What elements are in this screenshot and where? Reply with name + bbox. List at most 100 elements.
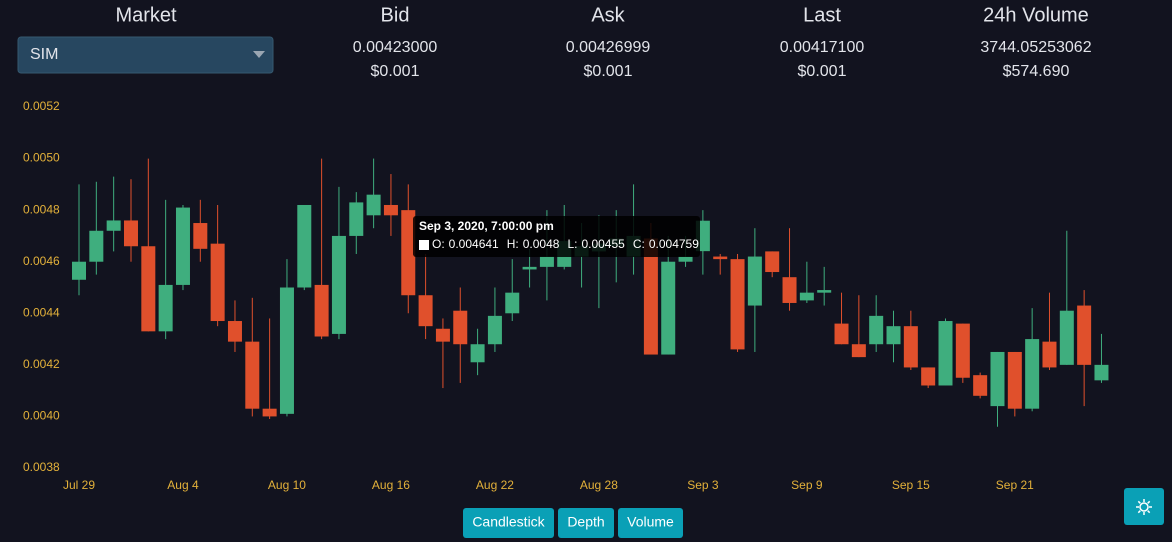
y-tick-label: 0.0044 xyxy=(23,305,60,319)
candle-body xyxy=(713,256,728,260)
candle-body xyxy=(453,310,468,345)
column-price: 0.00417100 xyxy=(780,39,865,56)
column-usd: $0.001 xyxy=(798,63,847,80)
candle-body xyxy=(106,220,121,231)
candle-body xyxy=(990,351,1005,407)
button-box[interactable] xyxy=(618,508,683,538)
candle-body xyxy=(678,256,693,262)
x-tick-label: Aug 10 xyxy=(268,478,306,492)
candle-body xyxy=(782,277,797,303)
x-tick-label: Aug 4 xyxy=(167,478,199,492)
candle-body xyxy=(955,323,970,378)
x-tick-label: Aug 16 xyxy=(372,478,410,492)
sun-rays[interactable] xyxy=(1136,499,1152,515)
button-box[interactable] xyxy=(558,508,614,538)
candle-body xyxy=(1042,341,1057,368)
candle-body xyxy=(158,284,173,332)
candle-body xyxy=(643,238,658,355)
candle-body xyxy=(903,326,918,368)
button-label[interactable]: Depth xyxy=(567,514,604,530)
button-box[interactable] xyxy=(463,508,554,538)
candle-body xyxy=(349,202,364,236)
y-tick-label: 0.0042 xyxy=(23,357,60,371)
tooltip-field-label: O: xyxy=(432,237,445,251)
candle-body xyxy=(141,246,156,332)
candle-body xyxy=(470,344,485,363)
candle-body xyxy=(505,292,520,314)
candle-body xyxy=(418,295,433,327)
market-label: Market xyxy=(115,4,177,26)
column-title: 24h Volume xyxy=(983,4,1089,26)
x-tick-label: Sep 21 xyxy=(996,478,1034,492)
candle-body xyxy=(279,287,294,414)
candle-body xyxy=(262,408,277,417)
y-tick-label: 0.0050 xyxy=(23,151,60,165)
candle-body xyxy=(817,290,832,293)
view-button[interactable]: Candlestick xyxy=(463,508,554,538)
column-title: Ask xyxy=(591,4,625,26)
x-tick-label: Sep 9 xyxy=(791,478,823,492)
y-tick-label: 0.0038 xyxy=(23,460,60,474)
column-usd: $574.690 xyxy=(1003,63,1070,80)
candle-body xyxy=(487,315,502,345)
column-title: Last xyxy=(803,4,841,26)
tooltip-field-value: 0.00455 xyxy=(581,237,625,251)
candle-body xyxy=(297,204,312,288)
candle-body xyxy=(1094,364,1109,381)
column-usd: $0.001 xyxy=(371,63,420,80)
tooltip-field-value: 0.004641 xyxy=(449,237,499,251)
candle-body xyxy=(869,315,884,345)
x-tick-label: Sep 3 xyxy=(687,478,719,492)
candle-body xyxy=(175,207,190,285)
view-button[interactable]: Depth xyxy=(558,508,614,538)
theme-toggle[interactable] xyxy=(1124,488,1164,525)
candle-body xyxy=(331,235,346,334)
x-tick-label: Sep 15 xyxy=(892,478,930,492)
candle-body xyxy=(1077,305,1092,365)
candle-body xyxy=(661,261,676,355)
candle-body xyxy=(886,326,901,345)
candle-body xyxy=(72,261,86,280)
candle-body xyxy=(834,323,849,345)
candle-body xyxy=(799,292,814,301)
candle-body xyxy=(210,243,225,322)
sun-icon[interactable] xyxy=(1139,502,1149,512)
tooltip-field-label: L: xyxy=(567,237,577,251)
y-tick-label: 0.0052 xyxy=(23,99,60,113)
candle-body xyxy=(921,367,936,386)
view-button[interactable]: Volume xyxy=(618,508,683,538)
select-arrow[interactable] xyxy=(253,51,265,58)
candle-body xyxy=(765,251,780,273)
y-tick-label: 0.0040 xyxy=(23,409,60,423)
candle-body xyxy=(314,284,329,337)
candle-body xyxy=(1059,310,1074,365)
x-tick-label: Jul 29 xyxy=(63,478,95,492)
tooltip-field-value: 0.0048 xyxy=(523,237,560,251)
tooltip-values: O: 0.004641 H: 0.0048 L: 0.00455 C: 0.004759 xyxy=(432,237,699,251)
x-tick-label: Aug 22 xyxy=(476,478,514,492)
candle-body xyxy=(435,328,450,342)
tooltip-field-label: C: xyxy=(633,237,645,251)
candle-body xyxy=(89,230,104,262)
button-label[interactable]: Candlestick xyxy=(472,514,545,530)
tooltip-box xyxy=(413,216,700,257)
theme-button[interactable] xyxy=(1124,488,1164,525)
candle-body xyxy=(522,266,537,270)
tooltip-title: Sep 3, 2020, 7:00:00 pm xyxy=(419,219,554,233)
select-value[interactable]: SIM xyxy=(30,46,58,63)
candle-body xyxy=(1025,339,1040,409)
column-price: 0.00423000 xyxy=(353,39,438,56)
candle-body xyxy=(973,375,988,396)
candle-body xyxy=(539,256,554,267)
market-select[interactable]: SIM xyxy=(17,36,274,74)
select-box[interactable] xyxy=(17,36,274,74)
button-label[interactable]: Volume xyxy=(627,514,674,530)
candle-body xyxy=(401,210,416,296)
column-price: 3744.05253062 xyxy=(980,39,1091,56)
y-tick-label: 0.0046 xyxy=(23,254,60,268)
column-price: 0.00426999 xyxy=(566,39,651,56)
y-tick-label: 0.0048 xyxy=(23,202,60,216)
candle-body xyxy=(366,194,381,216)
candle-body xyxy=(245,341,260,409)
